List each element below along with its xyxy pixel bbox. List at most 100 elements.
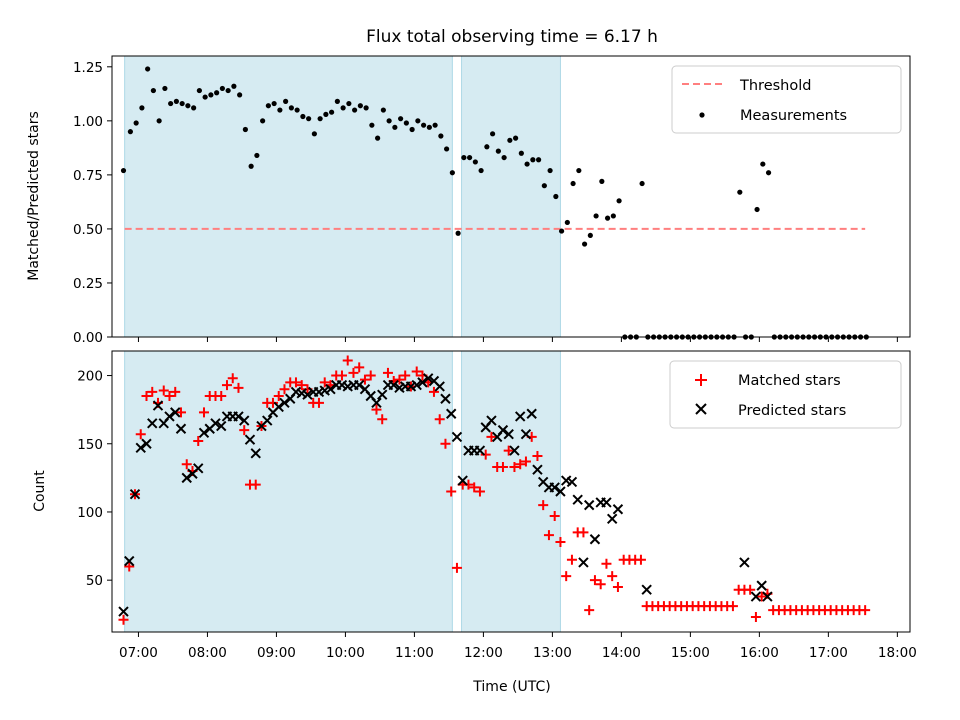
matched-star-point [141, 391, 152, 402]
measurement-point [139, 105, 145, 111]
matched-star-point [164, 391, 175, 402]
measurement-point [208, 92, 214, 98]
measurement-point [306, 116, 312, 122]
matched-star-point [371, 404, 382, 415]
measurement-point [415, 118, 421, 124]
matched-star-point [382, 367, 393, 378]
measurement-point [507, 137, 513, 143]
predicted-star-point [503, 429, 514, 440]
legend-predicted-label: Predicted stars [738, 403, 846, 419]
matched-star-point [727, 601, 738, 612]
measurement-point [145, 66, 151, 72]
predicted-star-point [129, 489, 141, 500]
matched-star-point [515, 459, 526, 470]
matched-star-point [589, 575, 600, 586]
measurement-point [478, 167, 484, 174]
measurement-point [547, 167, 553, 174]
measurement-point [403, 120, 409, 126]
predicted-star-point [509, 445, 520, 456]
measurement-point [386, 118, 392, 124]
measurement-point [754, 206, 760, 213]
x-tick-label: 11:00 [395, 645, 434, 661]
measurement-point [196, 87, 202, 94]
predicted-star-point [135, 442, 146, 454]
matched-star-point [170, 386, 181, 397]
predicted-star-point [549, 482, 560, 493]
measurement-point [616, 198, 622, 204]
predicted-star-point [572, 494, 583, 505]
top-y-tick-label: 0.25 [73, 276, 103, 292]
matched-star-point [750, 611, 761, 622]
measurement-point [438, 133, 444, 139]
top-legend-box [671, 65, 902, 134]
matched-star-point [135, 429, 146, 440]
measurement-point [191, 105, 197, 111]
measurement-point [392, 124, 398, 130]
matched-star-point [342, 355, 353, 366]
predicted-star-point [239, 415, 250, 426]
measurement-point [156, 118, 162, 124]
measurement-point [444, 146, 450, 152]
measurement-point [120, 167, 127, 174]
matched-star-point [239, 425, 250, 436]
measurement-point [765, 170, 772, 176]
measurement-point [604, 215, 611, 221]
measurement-point [599, 178, 605, 184]
predicted-star-point [583, 499, 595, 511]
measurement-point [283, 98, 289, 104]
measurement-point [133, 120, 139, 126]
measurement-point [323, 111, 329, 117]
measurement-point [357, 103, 363, 109]
matched-star-point [543, 530, 554, 541]
top-y-axis-label: Matched/Predicted stars [26, 111, 42, 281]
matched-star-point [193, 436, 204, 447]
measurement-point [461, 154, 467, 161]
x-tick-label: 08:00 [188, 645, 227, 661]
legend-measurements-label: Measurements [740, 108, 847, 124]
measurement-point [432, 122, 438, 128]
predicted-star-point [520, 429, 532, 440]
measurement-point [352, 107, 358, 113]
predicted-star-point [302, 389, 313, 400]
predicted-star-point [325, 383, 336, 395]
matched-star-point [463, 479, 474, 490]
predicted-star-point [440, 393, 451, 404]
measurement-point [760, 161, 766, 167]
predicted-star-point [445, 408, 457, 419]
matched-star-point [860, 605, 871, 616]
matched-star-point [532, 451, 543, 462]
matched-star-point [480, 449, 491, 460]
measurement-point [329, 109, 335, 115]
measurement-point [467, 154, 473, 161]
matched-star-point [377, 414, 388, 425]
predicted-star-point [532, 464, 543, 475]
predicted-star-point [124, 555, 135, 567]
measurement-point [455, 230, 461, 236]
x-tick-label: 17:00 [809, 645, 848, 661]
matched-star-point [578, 527, 589, 538]
measurement-point [530, 157, 536, 163]
predicted-star-point [762, 591, 773, 602]
predicted-star-point [434, 381, 445, 392]
x-tick-label: 10:00 [326, 645, 365, 661]
predicted-star-point [152, 400, 164, 411]
measurement-point [185, 103, 191, 109]
predicted-star-point [354, 379, 365, 391]
measurement-point [237, 92, 243, 98]
bottom-legend: Matched stars Predicted stars [669, 360, 902, 429]
matched-star-point [394, 374, 405, 385]
predicted-star-point [141, 438, 152, 449]
matched-star-point [635, 554, 646, 565]
measurement-point [363, 105, 369, 111]
matched-star-point [612, 581, 623, 592]
matched-star-point [469, 482, 480, 493]
matched-star-point [411, 366, 422, 377]
legend-matched-label: Matched stars [738, 373, 841, 389]
measurement-point [737, 189, 743, 195]
predicted-star-point [175, 423, 187, 434]
measurement-point [518, 150, 524, 156]
matched-star-point [313, 397, 324, 408]
matched-star-point [520, 456, 531, 467]
matched-star-point [566, 554, 577, 565]
bottom-y-tick-label: 100 [77, 505, 103, 521]
